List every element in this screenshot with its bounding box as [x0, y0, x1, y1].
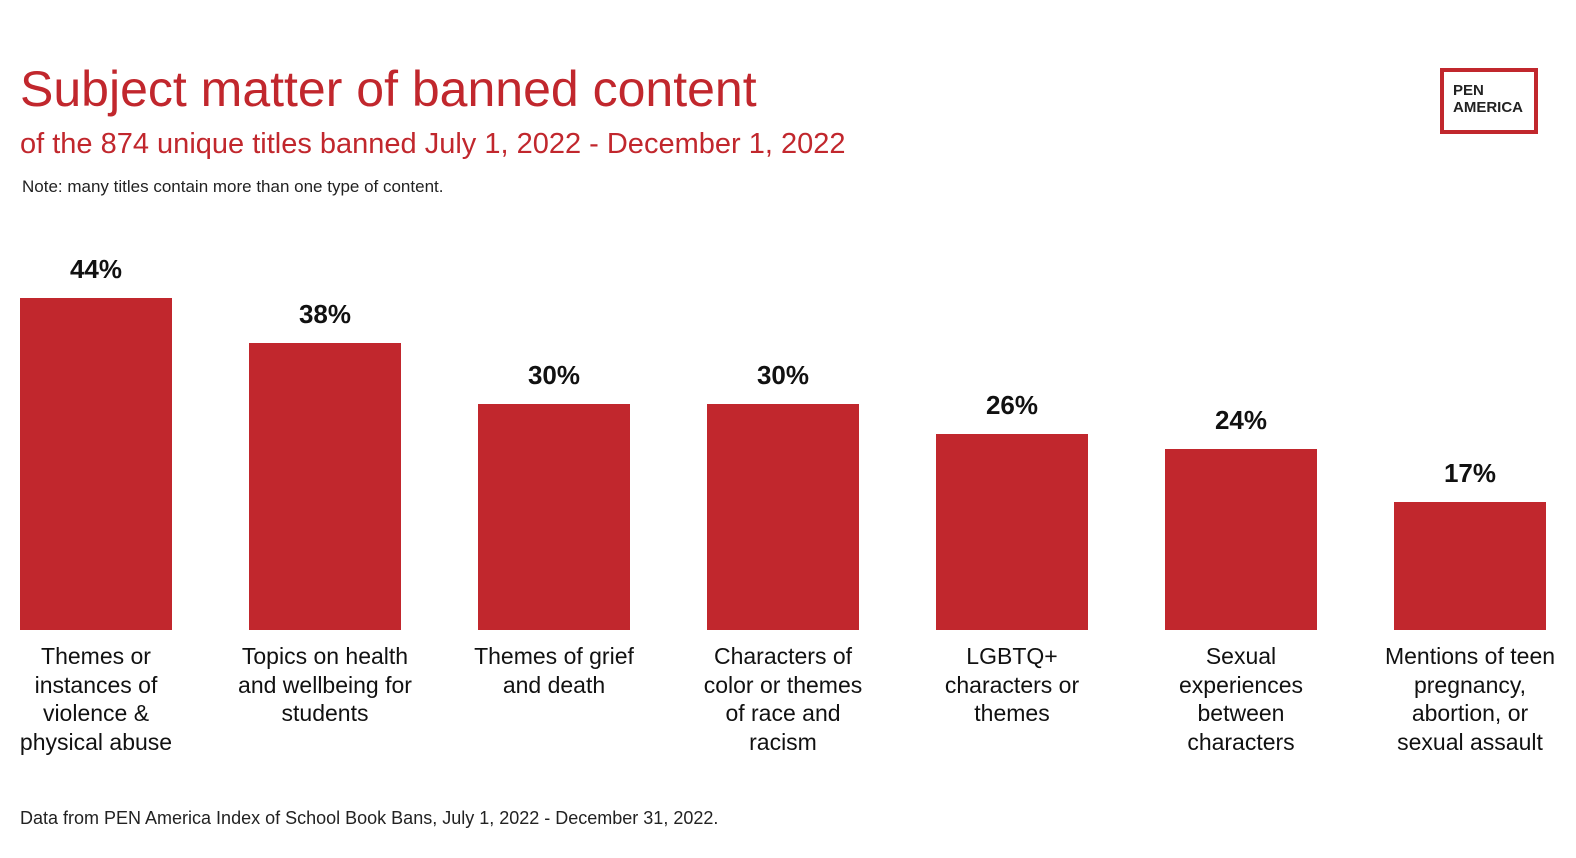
value-label: 38% — [298, 299, 352, 330]
x-tick-label: Mentions of teen pregnancy, abortion, or… — [1384, 643, 1556, 755]
bar — [707, 403, 859, 630]
chart-subtitle: of the 874 unique titles banned July 1, … — [20, 128, 846, 160]
chart-title: Subject matter of banned content — [20, 61, 757, 117]
logo-text: AMERICA — [1453, 99, 1523, 116]
value-label: 26% — [985, 389, 1039, 420]
logo-text: PEN — [1453, 82, 1484, 99]
bar — [1394, 501, 1546, 630]
value-label: 17% — [1443, 457, 1497, 488]
bar — [20, 297, 172, 630]
x-tick-label: Topics on health and wellbeing for stude… — [238, 643, 412, 726]
source: Data from PEN America Index of School Bo… — [20, 808, 719, 828]
note: Note: many titles contain more than one … — [22, 177, 444, 196]
value-label: 24% — [1214, 404, 1268, 435]
value-label: 44% — [69, 253, 123, 284]
value-label: 30% — [756, 359, 810, 390]
x-tick-label: Sexual experiences between characters — [1178, 643, 1304, 755]
x-tick-label: Characters of color or themes of race an… — [703, 643, 863, 755]
bar — [478, 403, 630, 630]
logo: PEN AMERICA — [1440, 68, 1538, 134]
x-tick-label: Themes of grief and death — [474, 643, 634, 698]
value-label: 30% — [527, 359, 581, 390]
bar — [936, 433, 1088, 630]
bar — [1165, 448, 1317, 630]
x-tick-label: LGBTQ+ characters or themes — [944, 643, 1080, 726]
bar — [249, 343, 401, 630]
x-tick-label: Themes or instances of violence & physic… — [19, 643, 173, 755]
